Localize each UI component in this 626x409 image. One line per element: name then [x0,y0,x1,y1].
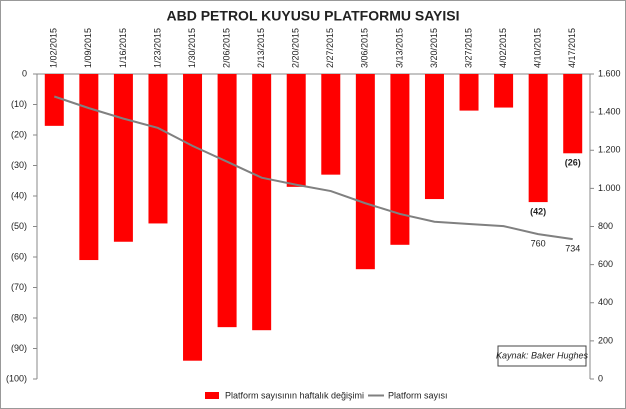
bar [252,74,272,331]
line-label: 734 [565,243,580,253]
x-tick-label: 1/30/2015 [187,28,197,68]
x-tick-label: 2/20/2015 [291,28,301,68]
y2-tick-label: 200 [598,335,613,345]
bar [321,74,341,175]
y-tick-label: (50) [11,221,27,231]
y-tick-label: (20) [11,129,27,139]
bar-label: (42) [530,206,546,216]
y-tick-label: (40) [11,190,27,200]
bar [355,74,375,270]
bar [148,74,168,224]
bar-label: (26) [565,158,581,168]
line-label: 760 [531,239,546,249]
x-tick-label: 1/02/2015 [49,28,59,68]
bar [113,74,133,242]
bar [563,74,583,154]
bar [528,74,548,203]
bar [183,74,203,361]
bar [390,74,410,245]
y-tick-label: (90) [11,343,27,353]
y-tick-label: 0 [22,68,27,78]
y2-tick-label: 0 [598,373,603,383]
bar [217,74,237,328]
line [53,95,573,241]
x-tick-label: 2/27/2015 [325,28,335,68]
bar [459,74,479,111]
y2-tick-label: 400 [598,297,613,307]
y-tick-label: (100) [6,373,27,383]
x-tick-label: 1/09/2015 [83,28,93,68]
x-tick-label: 2/06/2015 [221,28,231,68]
y2-tick-label: 1.200 [598,145,621,155]
legend-label: Platform sayısı [388,390,448,400]
x-tick-label: 4/02/2015 [498,28,508,68]
y-tick-label: (70) [11,282,27,292]
legend-swatch [205,392,219,399]
legend-label: Platform sayısının haftalık değişimi [225,390,364,400]
y-tick-label: (30) [11,160,27,170]
y-tick-label: (80) [11,312,27,322]
y2-tick-label: 1.600 [598,68,621,78]
chart-title: ABD PETROL KUYUSU PLATFORMU SAYISI [167,8,460,24]
x-tick-label: 2/13/2015 [256,28,266,68]
y-tick-label: (60) [11,251,27,261]
bar [424,74,444,200]
x-tick-label: 3/20/2015 [429,28,439,68]
x-tick-label: 3/06/2015 [360,28,370,68]
x-tick-label: 3/27/2015 [463,28,473,68]
x-tick-label: 1/23/2015 [152,28,162,68]
y2-tick-label: 600 [598,259,613,269]
bar [44,74,64,126]
x-tick-label: 4/10/2015 [533,28,543,68]
y2-tick-label: 800 [598,221,613,231]
y-tick-label: (10) [11,99,27,109]
annotation-box [497,345,587,367]
y2-tick-label: 1.000 [598,183,621,193]
annotation: Kaynak: Baker Hughes [496,350,589,360]
bar [494,74,514,108]
y2-tick-label: 1.400 [598,107,621,117]
bar [286,74,306,187]
bar [79,74,99,261]
x-tick-label: 3/13/2015 [394,28,404,68]
x-tick-label: 4/17/2015 [567,28,577,68]
x-tick-label: 1/16/2015 [118,28,128,68]
